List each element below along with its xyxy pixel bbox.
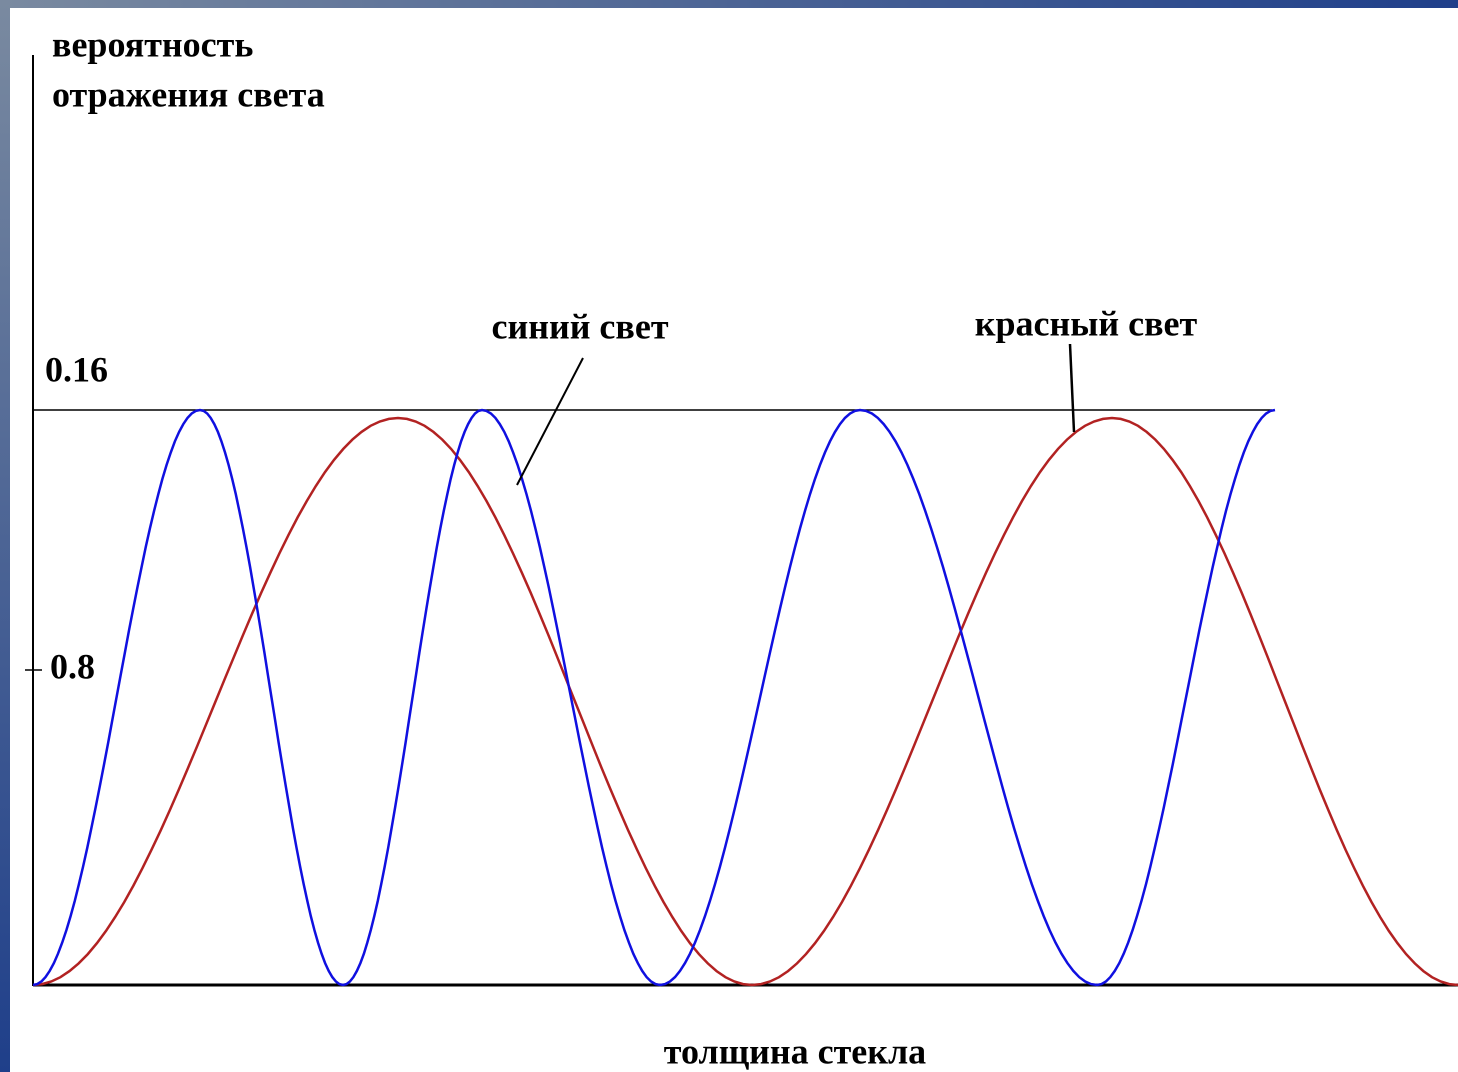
top-strip [0,0,1458,8]
pointer [1068,343,1076,433]
curve-label: синий свет [491,306,668,346]
curve-label: красный свет [975,303,1198,343]
y-axis-label: отражения света [52,74,325,114]
left-strip [0,0,10,1072]
x-axis-label: толщина стекла [664,1031,926,1071]
y-axis-label: вероятность [52,24,253,64]
tick-label: 0.8 [50,646,95,686]
tick-label: 0.16 [45,349,108,389]
pointer [516,357,584,486]
blue-curve [32,408,1276,987]
red-curve [32,416,1458,987]
